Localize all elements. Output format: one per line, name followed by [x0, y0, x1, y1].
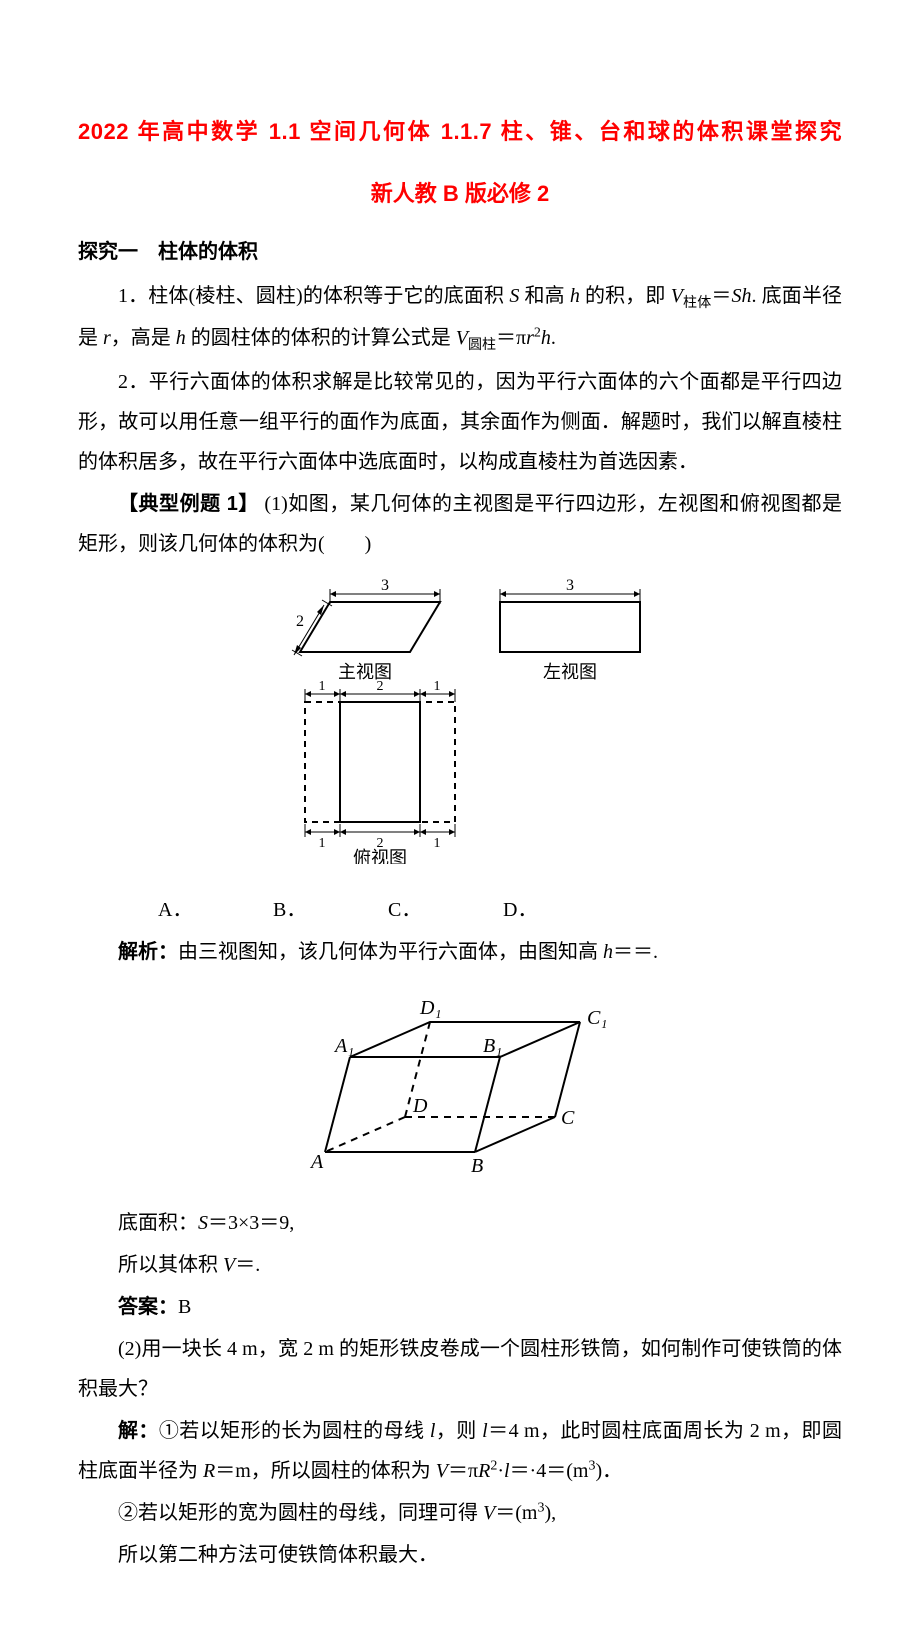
svg-text:B: B [471, 1155, 483, 1177]
var-h: h [176, 327, 186, 349]
var-S: S [731, 285, 741, 307]
var-R: R [203, 1460, 215, 1482]
svg-text:3: 3 [381, 577, 389, 594]
var-S: S [198, 1212, 208, 1234]
answer-value: B [178, 1296, 191, 1318]
doc-title-line-1: 2022 年高中数学 1.1 空间几何体 1.1.7 柱、锥、台和球的体积课堂探… [78, 110, 842, 154]
paragraph-1: 1．柱体(棱柱、圆柱)的体积等于它的底面积 S 和高 h 的积，即 V柱体＝Sh… [78, 276, 842, 360]
svg-text:1: 1 [319, 836, 326, 851]
svg-text:1: 1 [434, 679, 441, 694]
text: ，则 [435, 1420, 482, 1442]
subscript: 圆柱 [468, 338, 496, 353]
subscript: 柱体 [683, 296, 711, 311]
solution2-line2: ②若以矩形的宽为圆柱的母线，同理可得 V＝(m3), [78, 1493, 842, 1533]
paragraph-2: 2．平行六面体的体积求解是比较常见的，因为平行六面体的六个面都是平行四边形，故可… [78, 362, 842, 482]
text: ＝ [711, 285, 731, 307]
solution2-line3: 所以第二种方法可使铁筒体积最大． [78, 1535, 842, 1575]
svg-text:C₁: C₁ [587, 1007, 607, 1029]
svg-text:主视图: 主视图 [338, 662, 392, 682]
text: 由三视图知，该几何体为平行六面体，由图知高 [178, 941, 603, 963]
var-V: V [456, 327, 468, 349]
option-d: D． [463, 890, 573, 930]
text: ), [544, 1502, 556, 1524]
sup: 2 [534, 325, 541, 340]
text: · [497, 1460, 504, 1482]
option-c: C． [348, 890, 458, 930]
question-2: (2)用一块长 4 m，宽 2 m 的矩形铁皮卷成一个圆柱形铁筒，如何制作可使铁… [78, 1329, 842, 1409]
text: 底面积： [118, 1212, 198, 1234]
text: ＝＝. [613, 941, 658, 963]
svg-text:左视图: 左视图 [543, 662, 597, 682]
parallelepiped-svg: A₁ D₁ C₁ B₁ A B C D [295, 982, 625, 1177]
text: ＝·4＝(m [510, 1460, 589, 1482]
var-V: V [671, 285, 683, 307]
volume-line: 所以其体积 V＝. [78, 1245, 842, 1285]
svg-text:3: 3 [566, 577, 574, 594]
text: ＝π [496, 327, 526, 349]
var-V: V [436, 1460, 448, 1482]
sup: 3 [588, 1458, 595, 1473]
text: ＝(m [495, 1502, 537, 1524]
var-R: R [478, 1460, 490, 1482]
three-views-svg: 3 2 主视图 3 左视图 [250, 574, 670, 864]
text: ＝. [235, 1254, 260, 1276]
svg-text:1: 1 [319, 679, 326, 694]
svg-text:2: 2 [377, 679, 384, 694]
svg-text:B₁: B₁ [483, 1035, 502, 1057]
option-b: B． [233, 890, 343, 930]
text: ②若以矩形的宽为圆柱的母线，同理可得 [118, 1502, 483, 1524]
text: ，高是 [111, 327, 176, 349]
text: )． [595, 1460, 622, 1482]
svg-text:1: 1 [434, 836, 441, 851]
text: 的圆柱体的体积的计算公式是 [186, 327, 456, 349]
example-1: 【典型例题 1】 (1)如图，某几何体的主视图是平行四边形，左视图和俯视图都是矩… [78, 484, 842, 564]
var-h: h [741, 285, 751, 307]
solution2-label: 解： [118, 1420, 159, 1442]
text: ＝m，所以圆柱的体积为 [215, 1460, 436, 1482]
var-r: r [526, 327, 534, 349]
svg-text:A₁: A₁ [333, 1035, 354, 1057]
svg-text:D₁: D₁ [419, 997, 441, 1019]
text: ＝π [448, 1460, 478, 1482]
svg-text:A: A [309, 1151, 324, 1173]
svg-text:C: C [561, 1107, 575, 1129]
option-a: A． [118, 890, 228, 930]
text: 所以其体积 [118, 1254, 223, 1276]
var-h: h [570, 285, 580, 307]
solution-label: 解析： [118, 941, 178, 963]
var-V: V [223, 1254, 235, 1276]
example-label: 【典型例题 1】 [118, 493, 259, 515]
answer-label: 答案： [118, 1296, 178, 1318]
answer-line: 答案：B [78, 1287, 842, 1327]
options: A． B． C． D． [78, 890, 842, 930]
svg-text:D: D [412, 1095, 428, 1117]
text: ＝3×3＝9, [208, 1212, 294, 1234]
sup: 3 [537, 1500, 544, 1515]
figure-parallelepiped: A₁ D₁ C₁ B₁ A B C D [78, 982, 842, 1191]
svg-text:2: 2 [296, 613, 304, 630]
text: . [551, 327, 556, 349]
var-V: V [483, 1502, 495, 1524]
svg-text:俯视图: 俯视图 [353, 848, 407, 864]
text: 和高 [519, 285, 570, 307]
solution2-line1: 解：①若以矩形的长为圆柱的母线 l，则 l＝4 m，此时圆柱底面周长为 2 m，… [78, 1411, 842, 1491]
text: 的积，即 [580, 285, 671, 307]
text: ①若以矩形的长为圆柱的母线 [159, 1420, 430, 1442]
sup: 2 [490, 1458, 497, 1473]
var-S: S [509, 285, 519, 307]
var-h: h [541, 327, 551, 349]
doc-title-line-2: 新人教 B 版必修 2 [78, 172, 842, 216]
text: 1．柱体(棱柱、圆柱)的体积等于它的底面积 [118, 285, 509, 307]
var-r: r [103, 327, 111, 349]
area-line: 底面积：S＝3×3＝9, [78, 1203, 842, 1243]
var-h: h [603, 941, 613, 963]
solution-line: 解析：由三视图知，该几何体为平行六面体，由图知高 h＝＝. [78, 932, 842, 972]
figure-three-views: 3 2 主视图 3 左视图 [78, 574, 842, 878]
section-heading-1: 探究一 柱体的体积 [78, 232, 842, 272]
